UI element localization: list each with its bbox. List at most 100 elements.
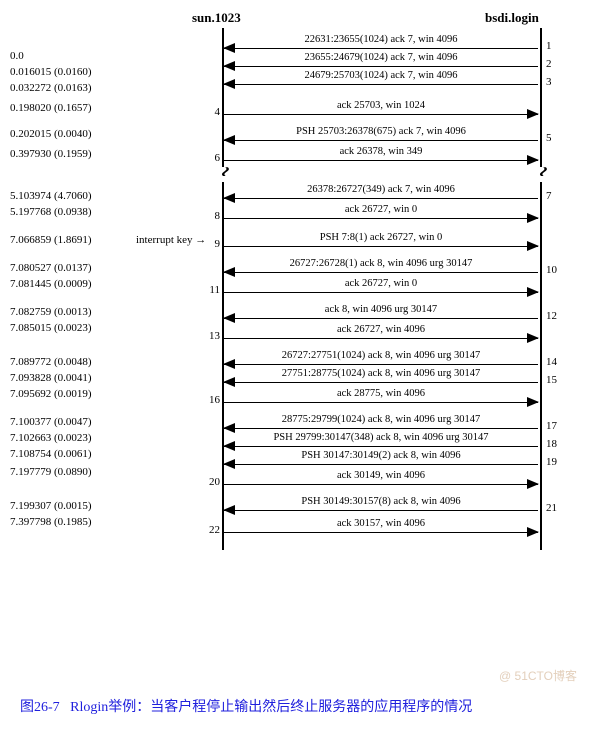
packet-label: 26727:27751(1024) ack 8, win 4096 urg 30… bbox=[224, 350, 538, 361]
packet-label: ack 26378, win 349 bbox=[224, 146, 538, 157]
figure-number: 图26-7 bbox=[20, 700, 60, 715]
arrow-head bbox=[527, 287, 539, 297]
packet-arrow: PSH 30147:30149(2) ack 8, win 4096 bbox=[224, 452, 538, 468]
packet-label: ack 30157, win 4096 bbox=[224, 518, 538, 529]
arrow-line bbox=[224, 364, 538, 365]
packet-arrow: 22631:23655(1024) ack 7, win 4096 bbox=[224, 36, 538, 52]
packet-sequence-diagram: @ 51CTO博客 sun.1023bsdi.login≀≀interrupt … bbox=[10, 10, 585, 690]
arrow-head bbox=[223, 505, 235, 515]
packet-arrow: 26727:26728(1) ack 8, win 4096 urg 30147 bbox=[224, 260, 538, 276]
timestamp: 0.397930 (0.1959) bbox=[10, 148, 92, 160]
packet-label: 24679:25703(1024) ack 7, win 4096 bbox=[224, 70, 538, 81]
packet-label: PSH 29799:30147(348) ack 8, win 4096 urg… bbox=[224, 432, 538, 443]
timestamp: 7.081445 (0.0009) bbox=[10, 278, 92, 290]
arrow-line bbox=[224, 160, 538, 161]
packet-label: PSH 30147:30149(2) ack 8, win 4096 bbox=[224, 450, 538, 461]
arrow-head bbox=[527, 333, 539, 343]
packet-arrow: 23655:24679(1024) ack 7, win 4096 bbox=[224, 54, 538, 70]
seq-number: 10 bbox=[546, 264, 557, 276]
seq-number: 22 bbox=[206, 524, 220, 536]
packet-label: ack 30149, win 4096 bbox=[224, 470, 538, 481]
packet-arrow: 26378:26727(349) ack 7, win 4096 bbox=[224, 186, 538, 202]
arrow-head bbox=[223, 135, 235, 145]
seq-number: 21 bbox=[546, 502, 557, 514]
arrow-line bbox=[224, 246, 538, 247]
arrow-head bbox=[527, 241, 539, 251]
packet-label: 26378:26727(349) ack 7, win 4096 bbox=[224, 184, 538, 195]
arrow-line bbox=[224, 338, 538, 339]
packet-label: 27751:28775(1024) ack 8, win 4096 urg 30… bbox=[224, 368, 538, 379]
packet-arrow: ack 30149, win 4096 bbox=[224, 472, 538, 488]
seq-number: 3 bbox=[546, 76, 552, 88]
packet-arrow: 24679:25703(1024) ack 7, win 4096 bbox=[224, 72, 538, 88]
timestamp: 7.397798 (0.1985) bbox=[10, 516, 92, 528]
arrow-head bbox=[223, 377, 235, 387]
packet-arrow: PSH 25703:26378(675) ack 7, win 4096 bbox=[224, 128, 538, 144]
packet-label: PSH 25703:26378(675) ack 7, win 4096 bbox=[224, 126, 538, 137]
packet-label: PSH 30149:30157(8) ack 8, win 4096 bbox=[224, 496, 538, 507]
arrow-line bbox=[224, 198, 538, 199]
packet-label: ack 8, win 4096 urg 30147 bbox=[224, 304, 538, 315]
figure-text: Rlogin举例：当客户程停止输出然后终止服务器的应用程序的情况 bbox=[70, 700, 472, 715]
timestamp: 0.198020 (0.1657) bbox=[10, 102, 92, 114]
timestamp: 7.082759 (0.0013) bbox=[10, 306, 92, 318]
arrow-head bbox=[223, 193, 235, 203]
seq-number: 18 bbox=[546, 438, 557, 450]
packet-label: ack 26727, win 0 bbox=[224, 204, 538, 215]
timestamp: 7.108754 (0.0061) bbox=[10, 448, 92, 460]
packet-arrow: ack 8, win 4096 urg 30147 bbox=[224, 306, 538, 322]
timestamp: 7.100377 (0.0047) bbox=[10, 416, 92, 428]
packet-arrow: ack 26378, win 349 bbox=[224, 148, 538, 164]
seq-number: 11 bbox=[206, 284, 220, 296]
seq-number: 12 bbox=[546, 310, 557, 322]
seq-number: 2 bbox=[546, 58, 552, 70]
timestamp: 0.016015 (0.0160) bbox=[10, 66, 92, 78]
seq-number: 20 bbox=[206, 476, 220, 488]
packet-arrow: 27751:28775(1024) ack 8, win 4096 urg 30… bbox=[224, 370, 538, 386]
watermark: @ 51CTO博客 bbox=[499, 667, 577, 684]
arrow-line bbox=[224, 446, 538, 447]
packet-arrow: 28775:29799(1024) ack 8, win 4096 urg 30… bbox=[224, 416, 538, 432]
arrow-line bbox=[224, 66, 538, 67]
arrow-head bbox=[527, 155, 539, 165]
timestamp: 7.089772 (0.0048) bbox=[10, 356, 92, 368]
timestamp: 0.202015 (0.0040) bbox=[10, 128, 92, 140]
timeline-break: ≀ bbox=[521, 167, 561, 181]
packet-label: ack 25703, win 1024 bbox=[224, 100, 538, 111]
arrow-line bbox=[224, 318, 538, 319]
seq-number: 8 bbox=[206, 210, 220, 222]
timestamp: 0.0 bbox=[10, 50, 24, 62]
arrow-line bbox=[224, 402, 538, 403]
packet-label: ack 26727, win 4096 bbox=[224, 324, 538, 335]
arrow-line bbox=[224, 510, 538, 511]
packet-arrow: ack 28775, win 4096 bbox=[224, 390, 538, 406]
arrow-head bbox=[527, 109, 539, 119]
timestamp: 7.197779 (0.0890) bbox=[10, 466, 92, 478]
arrow-head bbox=[223, 459, 235, 469]
seq-number: 19 bbox=[546, 456, 557, 468]
packet-arrow: ack 26727, win 0 bbox=[224, 206, 538, 222]
seq-number: 14 bbox=[546, 356, 557, 368]
timestamp: 5.197768 (0.0938) bbox=[10, 206, 92, 218]
arrow-head bbox=[223, 79, 235, 89]
timestamp: 7.095692 (0.0019) bbox=[10, 388, 92, 400]
timestamp: 7.085015 (0.0023) bbox=[10, 322, 92, 334]
packet-arrow: ack 25703, win 1024 bbox=[224, 102, 538, 118]
arrow-line bbox=[224, 382, 538, 383]
packet-arrow: 26727:27751(1024) ack 8, win 4096 urg 30… bbox=[224, 352, 538, 368]
packet-label: 22631:23655(1024) ack 7, win 4096 bbox=[224, 34, 538, 45]
seq-number: 5 bbox=[546, 132, 552, 144]
packet-label: 23655:24679(1024) ack 7, win 4096 bbox=[224, 52, 538, 63]
packet-arrow: PSH 7:8(1) ack 26727, win 0 bbox=[224, 234, 538, 250]
timeline-right bbox=[540, 28, 542, 168]
seq-number: 6 bbox=[206, 152, 220, 164]
arrow-line bbox=[224, 48, 538, 49]
packet-label: 28775:29799(1024) ack 8, win 4096 urg 30… bbox=[224, 414, 538, 425]
timeline-break: ≀ bbox=[203, 167, 243, 181]
packet-arrow: PSH 29799:30147(348) ack 8, win 4096 urg… bbox=[224, 434, 538, 450]
timestamp: 7.199307 (0.0015) bbox=[10, 500, 92, 512]
packet-label: ack 28775, win 4096 bbox=[224, 388, 538, 399]
packet-arrow: ack 30157, win 4096 bbox=[224, 520, 538, 536]
interrupt-key-note: interrupt key → bbox=[136, 234, 206, 246]
timestamp: 7.080527 (0.0137) bbox=[10, 262, 92, 274]
